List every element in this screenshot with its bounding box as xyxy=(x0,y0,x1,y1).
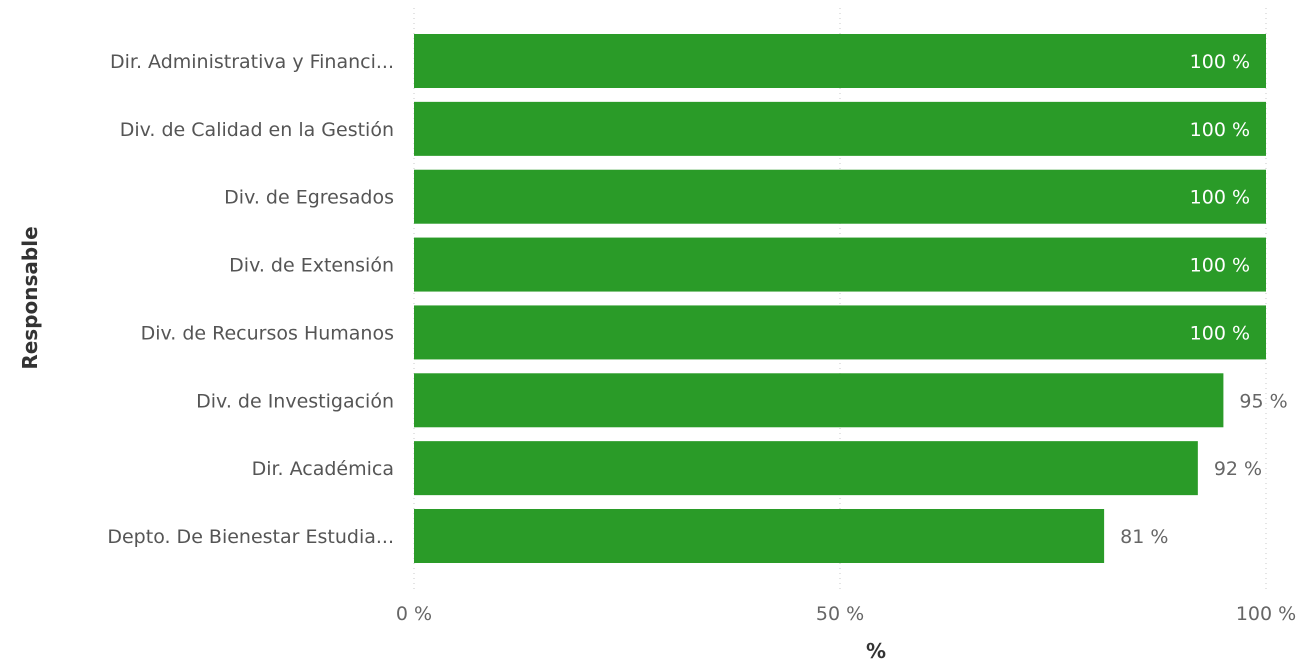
data-label: 100 % xyxy=(1190,187,1250,209)
x-tick-label: 100 % xyxy=(1236,603,1296,625)
bar xyxy=(414,169,1266,224)
category-label: Div. de Investigación xyxy=(196,390,394,412)
bar xyxy=(414,237,1266,292)
category-label: Div. de Egresados xyxy=(224,187,394,209)
data-label: 100 % xyxy=(1190,119,1250,141)
value-labels: 100 % 100 % 100 % 100 % 100 % 95 % 92 % 81 % xyxy=(1120,51,1288,548)
bar xyxy=(414,101,1266,156)
bar xyxy=(414,441,1198,496)
category-label: Dir. Administrativa y Financi... xyxy=(110,51,394,73)
bar xyxy=(414,34,1266,88)
bars-group xyxy=(414,34,1266,563)
category-label: Dir. Académica xyxy=(252,458,394,480)
gridlines xyxy=(413,8,1267,592)
x-tick-labels: 0 % 50 % 100 % xyxy=(396,603,1296,625)
data-label: 100 % xyxy=(1190,51,1250,73)
y-axis-title: Responsable xyxy=(18,226,42,369)
bar xyxy=(414,373,1224,428)
category-label: Div. de Extensión xyxy=(229,255,394,277)
data-label: 100 % xyxy=(1190,255,1250,277)
data-label: 100 % xyxy=(1190,322,1250,344)
category-label: Depto. De Bienestar Estudia... xyxy=(107,526,394,548)
bar xyxy=(414,508,1105,563)
x-axis-title: % xyxy=(866,639,886,659)
category-labels: Dir. Administrativa y Financi... Div. de … xyxy=(107,51,394,548)
data-label: 81 % xyxy=(1120,526,1168,548)
category-label: Div. de Recursos Humanos xyxy=(141,322,394,344)
category-label: Div. de Calidad en la Gestión xyxy=(120,119,394,141)
bar xyxy=(414,305,1266,360)
data-label: 92 % xyxy=(1214,458,1262,480)
x-tick-label: 50 % xyxy=(816,603,864,625)
x-tick-label: 0 % xyxy=(396,603,432,625)
data-label: 95 % xyxy=(1239,390,1287,412)
